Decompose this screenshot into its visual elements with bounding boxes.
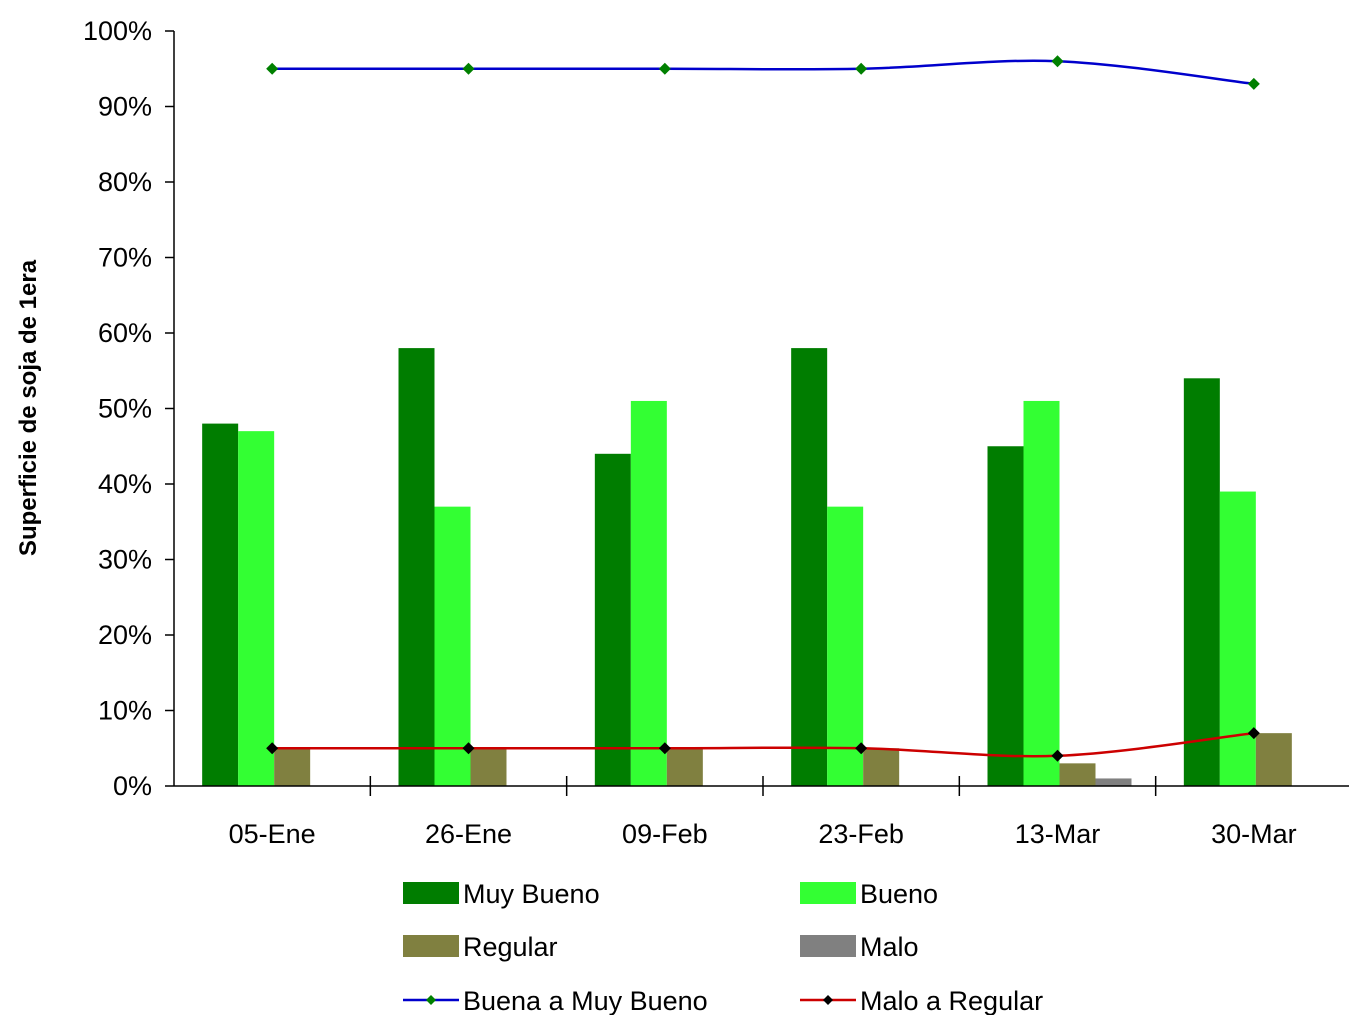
legend-item: Malo — [800, 932, 919, 962]
point-marker — [266, 742, 279, 755]
legend-swatch — [800, 882, 856, 904]
point-marker — [1051, 749, 1064, 762]
series-line — [272, 731, 1254, 758]
legend-label: Malo — [860, 932, 919, 962]
bar-series-malo — [1095, 778, 1132, 786]
x-tick-label: 09-Feb — [622, 819, 708, 849]
x-tick-label: 26-Ene — [425, 819, 512, 849]
legend-item: Regular — [403, 932, 558, 962]
axes: 0% 10% 20% 30% 40% 50% 60% 70% 80% 90% 100% 05-Ene 2… — [83, 16, 1349, 849]
y-axis-title: Superficie de soja de 1era — [15, 259, 42, 556]
y-tick-label: 30% — [98, 545, 152, 575]
legend-marker — [823, 995, 833, 1005]
point-marker — [1247, 77, 1260, 90]
bar — [274, 748, 311, 786]
bar — [987, 446, 1024, 786]
y-axis-title-text: Superficie de soja de 1era — [15, 259, 42, 556]
bar-series-muy-bueno — [202, 348, 1220, 786]
bar — [1255, 733, 1292, 786]
series-line — [272, 59, 1254, 86]
y-tick-label: 0% — [113, 771, 152, 801]
bar-series-bueno — [238, 400, 1256, 786]
x-tick-label: 30-Mar — [1211, 819, 1297, 849]
line-series-buena-a-muy-bueno — [266, 55, 1260, 90]
bar — [238, 431, 275, 786]
bar — [791, 348, 828, 786]
legend-label: Regular — [463, 932, 558, 962]
y-tick-label: 20% — [98, 620, 152, 650]
y-tick-label: 70% — [98, 243, 152, 273]
bar — [1183, 378, 1220, 786]
y-tick-label: 90% — [98, 92, 152, 122]
legend-item: Bueno — [800, 879, 938, 909]
legend-swatch — [800, 935, 856, 957]
point-marker — [855, 62, 868, 75]
bar — [630, 400, 667, 786]
y-tick-label: 80% — [98, 167, 152, 197]
x-tick-label: 23-Feb — [818, 819, 904, 849]
legend-item: Buena a Muy Bueno — [403, 986, 708, 1015]
bar — [666, 748, 703, 786]
legend-label: Malo a Regular — [860, 986, 1043, 1015]
y-tick-label: 40% — [98, 469, 152, 499]
bars — [202, 348, 1292, 786]
legend-label: Bueno — [860, 879, 938, 909]
bar — [594, 453, 631, 786]
bar — [434, 506, 471, 786]
point-marker — [462, 742, 475, 755]
y-tick-label: 50% — [98, 394, 152, 424]
legend-item: Malo a Regular — [800, 986, 1043, 1015]
point-marker — [1051, 55, 1064, 68]
bar — [1059, 763, 1096, 786]
x-tick-label: 13-Mar — [1015, 819, 1101, 849]
legend-marker — [426, 995, 436, 1005]
bar — [1095, 778, 1132, 786]
y-tick-label: 10% — [98, 696, 152, 726]
lines — [266, 55, 1260, 762]
legend-label: Buena a Muy Bueno — [463, 986, 708, 1015]
point-marker — [1247, 727, 1260, 740]
bar — [1219, 491, 1256, 786]
bar — [470, 748, 507, 786]
y-tick-label: 100% — [83, 16, 152, 46]
x-tick-label: 05-Ene — [229, 819, 316, 849]
line-series-malo-a-regular — [266, 727, 1260, 762]
bar-series-regular — [274, 733, 1292, 786]
bar — [827, 506, 864, 786]
point-marker — [658, 62, 671, 75]
legend: Muy Bueno Bueno Regular Malo Buena a Muy Bue… — [403, 879, 1043, 1015]
y-tick-label: 60% — [98, 318, 152, 348]
point-marker — [855, 742, 868, 755]
legend-label: Muy Bueno — [463, 879, 600, 909]
legend-swatch — [403, 882, 459, 904]
bar — [202, 423, 239, 786]
point-marker — [266, 62, 279, 75]
bar — [398, 348, 435, 786]
point-marker — [658, 742, 671, 755]
legend-item: Muy Bueno — [403, 879, 600, 909]
bar — [863, 748, 900, 786]
bar — [1023, 400, 1060, 786]
legend-swatch — [403, 935, 459, 957]
point-marker — [462, 62, 475, 75]
